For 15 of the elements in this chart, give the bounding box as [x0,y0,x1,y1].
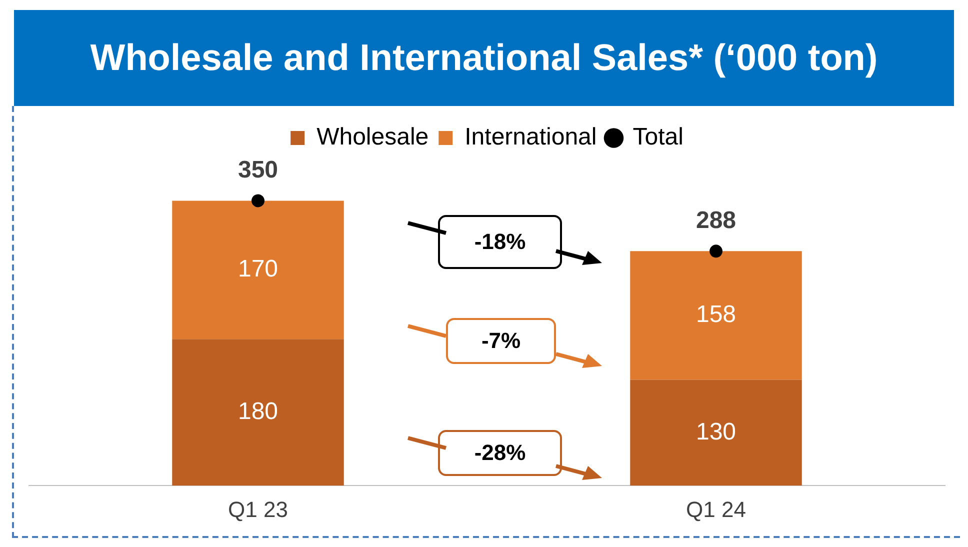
legend-label: International [464,124,597,151]
data-label: 158 [696,301,736,328]
data-label: 180 [238,398,278,425]
bar [630,380,802,486]
x-tick-label: Q1 24 [686,496,746,522]
data-label: 288 [696,206,736,234]
legend-label: Wholesale [316,124,429,151]
bar [172,200,344,340]
data-label: 130 [696,418,736,446]
legend-label: Total [632,124,684,151]
bar [630,251,802,380]
data-label: 350 [238,156,278,184]
bar [172,339,344,486]
x-tick-label: Q1 23 [228,496,288,522]
data-label: 170 [238,256,278,283]
